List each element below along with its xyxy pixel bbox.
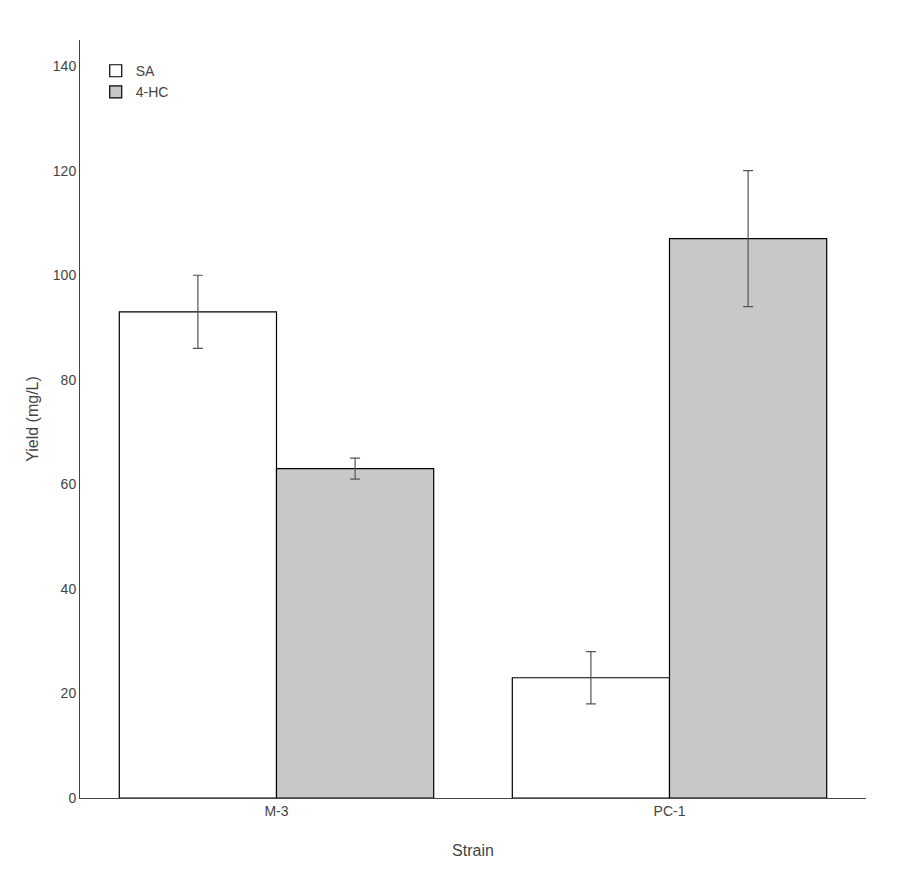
- svg-text:SA: SA: [136, 63, 155, 79]
- svg-text:PC-1: PC-1: [654, 803, 686, 819]
- svg-text:60: 60: [61, 476, 77, 492]
- svg-text:M-3: M-3: [264, 803, 288, 819]
- svg-text:80: 80: [61, 372, 77, 388]
- svg-text:120: 120: [53, 163, 77, 179]
- svg-text:Yield (mg/L): Yield (mg/L): [24, 376, 41, 462]
- svg-text:40: 40: [61, 581, 77, 597]
- svg-text:100: 100: [53, 267, 77, 283]
- svg-text:4-HC: 4-HC: [136, 84, 169, 100]
- svg-text:20: 20: [61, 685, 77, 701]
- svg-text:Strain: Strain: [452, 842, 494, 859]
- svg-text:140: 140: [53, 58, 77, 74]
- svg-text:0: 0: [68, 790, 76, 806]
